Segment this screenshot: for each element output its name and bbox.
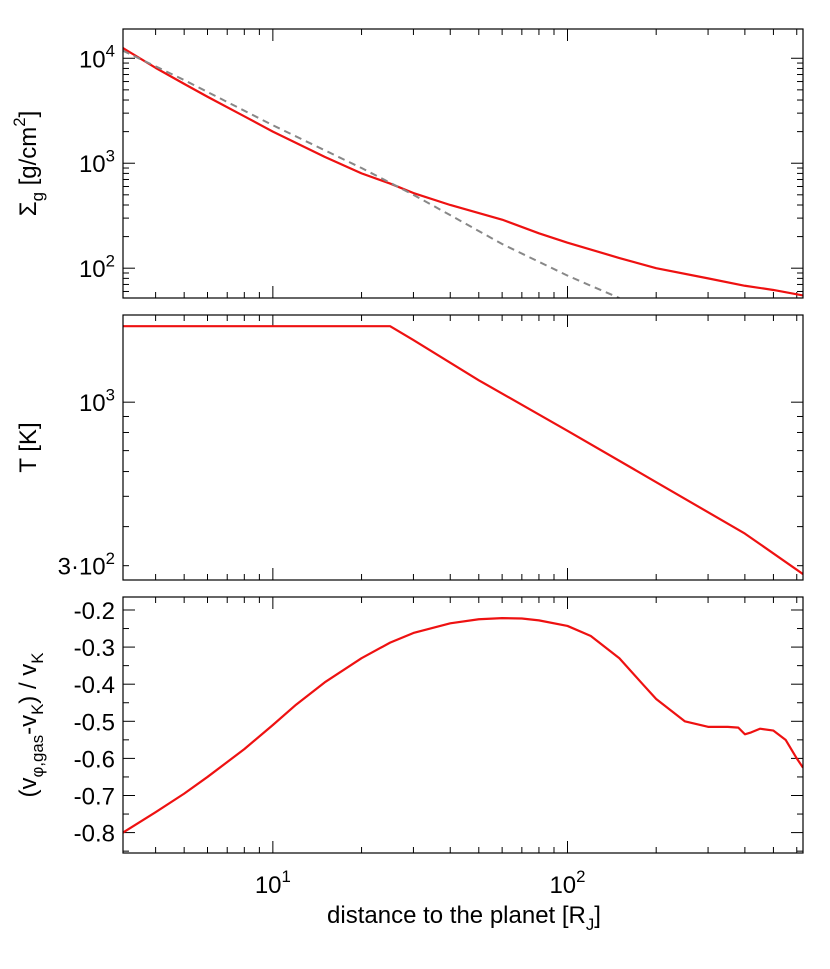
y-axis-label: (vφ,gas-vK) / vK (15, 652, 47, 797)
data-series-line (123, 617, 803, 834)
x-ticks (155, 315, 798, 580)
x-tick-label: 102 (549, 867, 585, 899)
panel-2: 3·102 103 T [K] (15, 314, 804, 581)
panel-3: -0.8 -0.7 -0.6 -0.5 -0.4 -0.3 -0.2 (vφ,gas-vK) … (15, 596, 804, 899)
plot-frame (122, 28, 804, 299)
y-tick-label: -0.2 (74, 598, 115, 625)
y-tick-label: -0.3 (74, 635, 115, 662)
y-tick-label: -0.4 (74, 672, 115, 699)
y-tick-label: -0.8 (74, 821, 115, 848)
y-axis-label: T [K] (15, 422, 42, 472)
dashed-reference-line (123, 49, 620, 298)
y-tick-label: 3·102 (58, 549, 115, 581)
y-tick-label: 103 (79, 385, 115, 417)
plot-frame (122, 596, 804, 854)
x-axis-label: distance to the planet [RJ] (327, 902, 601, 934)
y-tick-label: -0.6 (74, 746, 115, 773)
data-series-line (123, 47, 803, 297)
y-tick-label: 102 (79, 251, 115, 283)
y-ticks (123, 57, 803, 292)
y-tick-label: -0.5 (74, 709, 115, 736)
y-axis-label: Σg [g/cm2] (10, 111, 47, 217)
panel-1: 102 103 104 Σg [g/cm2] (10, 28, 804, 299)
y-ticks (123, 609, 803, 852)
y-tick-label: 104 (79, 41, 115, 73)
x-tick-label: 101 (255, 867, 291, 899)
y-ticks (123, 401, 803, 567)
data-series-line (123, 325, 803, 575)
x-ticks (155, 29, 798, 298)
x-ticks (155, 597, 798, 853)
y-tick-label: 103 (79, 146, 115, 178)
plot-frame (122, 314, 804, 581)
y-tick-label: -0.7 (74, 783, 115, 810)
